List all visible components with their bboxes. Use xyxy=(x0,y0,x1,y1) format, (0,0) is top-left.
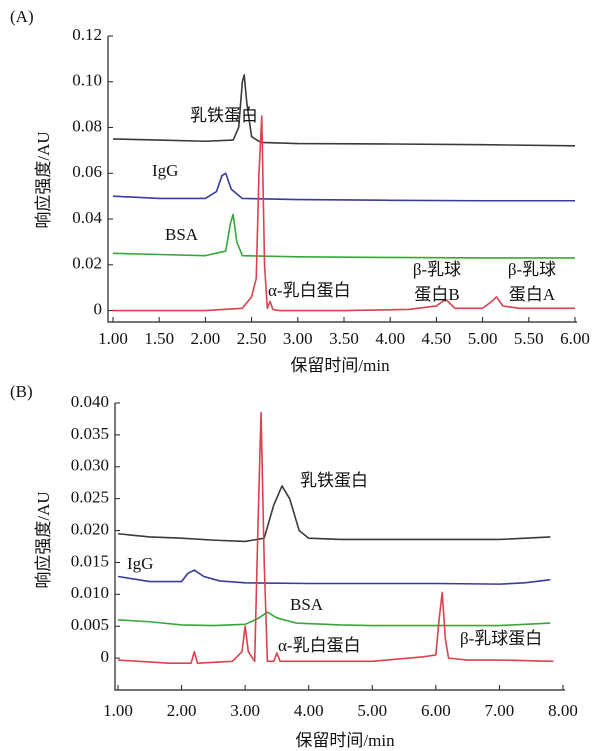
x-tick-label: 5.00 xyxy=(357,701,387,720)
x-tick-label: 1.00 xyxy=(103,701,133,720)
y-tick-label: 0.010 xyxy=(71,583,109,602)
trace xyxy=(117,485,551,543)
y-tick-label: 0.040 xyxy=(71,392,109,411)
y-tick-label: 0.02 xyxy=(72,254,102,273)
x-tick-label: 5.00 xyxy=(468,329,498,348)
annotation: BSA xyxy=(290,595,324,614)
y-tick-label: 0.10 xyxy=(72,71,102,90)
y-tick-label: 0.030 xyxy=(71,456,109,475)
y-tick-label: 0 xyxy=(101,647,110,666)
x-tick-label: 3.50 xyxy=(329,329,359,348)
y-tick-label: 0.08 xyxy=(72,116,102,135)
x-axis-label: 保留时间/min xyxy=(295,731,395,750)
annotation: α-乳白蛋白 xyxy=(278,636,361,655)
x-tick-label: 7.00 xyxy=(485,701,515,720)
x-tick-label: 6.00 xyxy=(560,329,590,348)
x-tick-label: 4.00 xyxy=(294,701,324,720)
panel-label: (B) xyxy=(10,382,33,401)
y-tick-label: 0.035 xyxy=(71,424,109,443)
annotation: 蛋白B xyxy=(414,285,459,304)
x-tick-label: 8.00 xyxy=(548,701,578,720)
x-axis-label: 保留时间/min xyxy=(290,356,390,375)
y-tick-label: 0 xyxy=(94,299,103,318)
annotation: 乳铁蛋白 xyxy=(190,106,258,125)
x-tick-label: 2.00 xyxy=(191,329,221,348)
trace xyxy=(117,411,554,665)
y-tick-label: 0.015 xyxy=(71,551,109,570)
trace xyxy=(117,611,551,627)
y-axis-label: 响应强度/AU xyxy=(34,131,53,228)
x-tick-label: 1.00 xyxy=(98,329,128,348)
y-tick-label: 0.06 xyxy=(72,162,102,181)
trace xyxy=(112,172,575,202)
x-tick-label: 2.50 xyxy=(237,329,267,348)
x-tick-label: 2.00 xyxy=(167,701,197,720)
x-tick-label: 1.50 xyxy=(144,329,174,348)
annotation: BSA xyxy=(165,225,199,244)
x-tick-label: 4.50 xyxy=(422,329,452,348)
trace xyxy=(112,213,575,259)
x-tick-label: 3.00 xyxy=(230,701,260,720)
trace xyxy=(112,74,576,147)
trace xyxy=(113,115,575,312)
y-tick-label: 0.020 xyxy=(71,519,109,538)
y-tick-label: 0.12 xyxy=(72,25,102,44)
panel-label: (A) xyxy=(10,7,34,26)
annotation: β-乳球蛋白 xyxy=(460,629,542,648)
annotation: 乳铁蛋白 xyxy=(300,471,368,490)
annotation: β-乳球 xyxy=(413,260,461,279)
x-tick-label: 6.00 xyxy=(421,701,451,720)
trace xyxy=(117,569,551,585)
x-tick-label: 4.00 xyxy=(375,329,405,348)
y-axis-label: 响应强度/AU xyxy=(34,491,53,588)
annotation: IgG xyxy=(152,161,178,180)
annotation: IgG xyxy=(127,554,153,573)
x-tick-label: 3.00 xyxy=(283,329,313,348)
x-tick-label: 5.50 xyxy=(514,329,544,348)
annotation: α-乳白蛋白 xyxy=(268,281,351,300)
y-tick-label: 0.04 xyxy=(72,208,102,227)
y-tick-label: 0.005 xyxy=(71,615,109,634)
annotation: 蛋白A xyxy=(509,285,556,304)
annotation: β-乳球 xyxy=(508,260,556,279)
y-tick-label: 0.025 xyxy=(71,488,109,507)
axes xyxy=(107,36,577,323)
